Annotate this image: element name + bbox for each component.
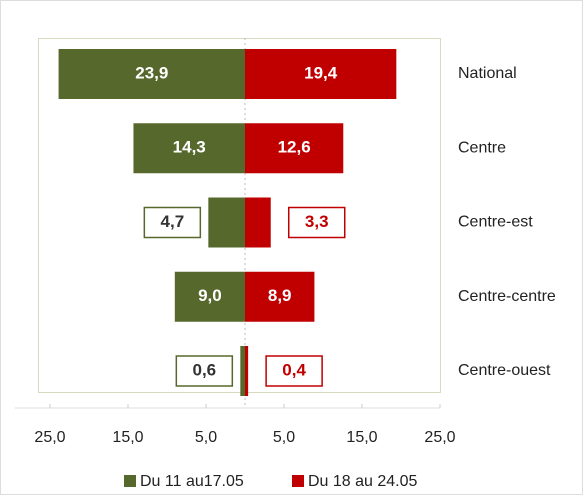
value-label-box xyxy=(175,355,234,387)
category-label: Centre-centre xyxy=(458,288,556,305)
x-tick-label: 15,0 xyxy=(346,429,377,446)
value-label: 9,0 xyxy=(198,286,222,305)
x-tick-label: 5,0 xyxy=(273,429,295,446)
bar xyxy=(240,346,245,396)
value-label: 8,9 xyxy=(268,286,292,305)
value-label: 19,4 xyxy=(304,63,338,82)
x-tick-label: 5,0 xyxy=(195,429,217,446)
x-tick-label: 15,0 xyxy=(112,429,143,446)
category-label: Centre xyxy=(458,139,506,156)
value-label-box xyxy=(287,206,346,239)
legend-swatch xyxy=(292,475,304,487)
bar xyxy=(58,49,245,99)
value-label: 4,7 xyxy=(161,212,185,231)
value-label: 0,4 xyxy=(282,360,306,379)
category-label: National xyxy=(458,65,517,82)
x-tick-label: 25,0 xyxy=(424,429,455,446)
bar xyxy=(208,197,245,248)
value-label: 3,3 xyxy=(305,212,329,231)
bar xyxy=(245,123,344,174)
bar xyxy=(174,271,245,322)
category-label: Centre-est xyxy=(458,214,533,231)
bar xyxy=(245,197,271,248)
plot-area xyxy=(38,38,441,393)
x-tick-label: 25,0 xyxy=(34,429,65,446)
bar xyxy=(245,271,315,322)
category-label: Centre-ouest xyxy=(458,362,551,379)
value-label: 14,3 xyxy=(173,138,206,157)
bar xyxy=(245,49,397,99)
bar xyxy=(245,346,249,396)
legend-label: Du 18 au 24.05 xyxy=(308,473,418,490)
value-label-box xyxy=(143,206,202,239)
legend-label: Du 11 au17.05 xyxy=(140,473,244,490)
value-label: 12,6 xyxy=(278,138,311,157)
bar xyxy=(133,123,245,174)
value-label: 23,9 xyxy=(135,63,168,82)
value-label-box xyxy=(265,355,323,387)
value-label: 0,6 xyxy=(192,360,216,379)
legend-swatch xyxy=(124,475,136,487)
